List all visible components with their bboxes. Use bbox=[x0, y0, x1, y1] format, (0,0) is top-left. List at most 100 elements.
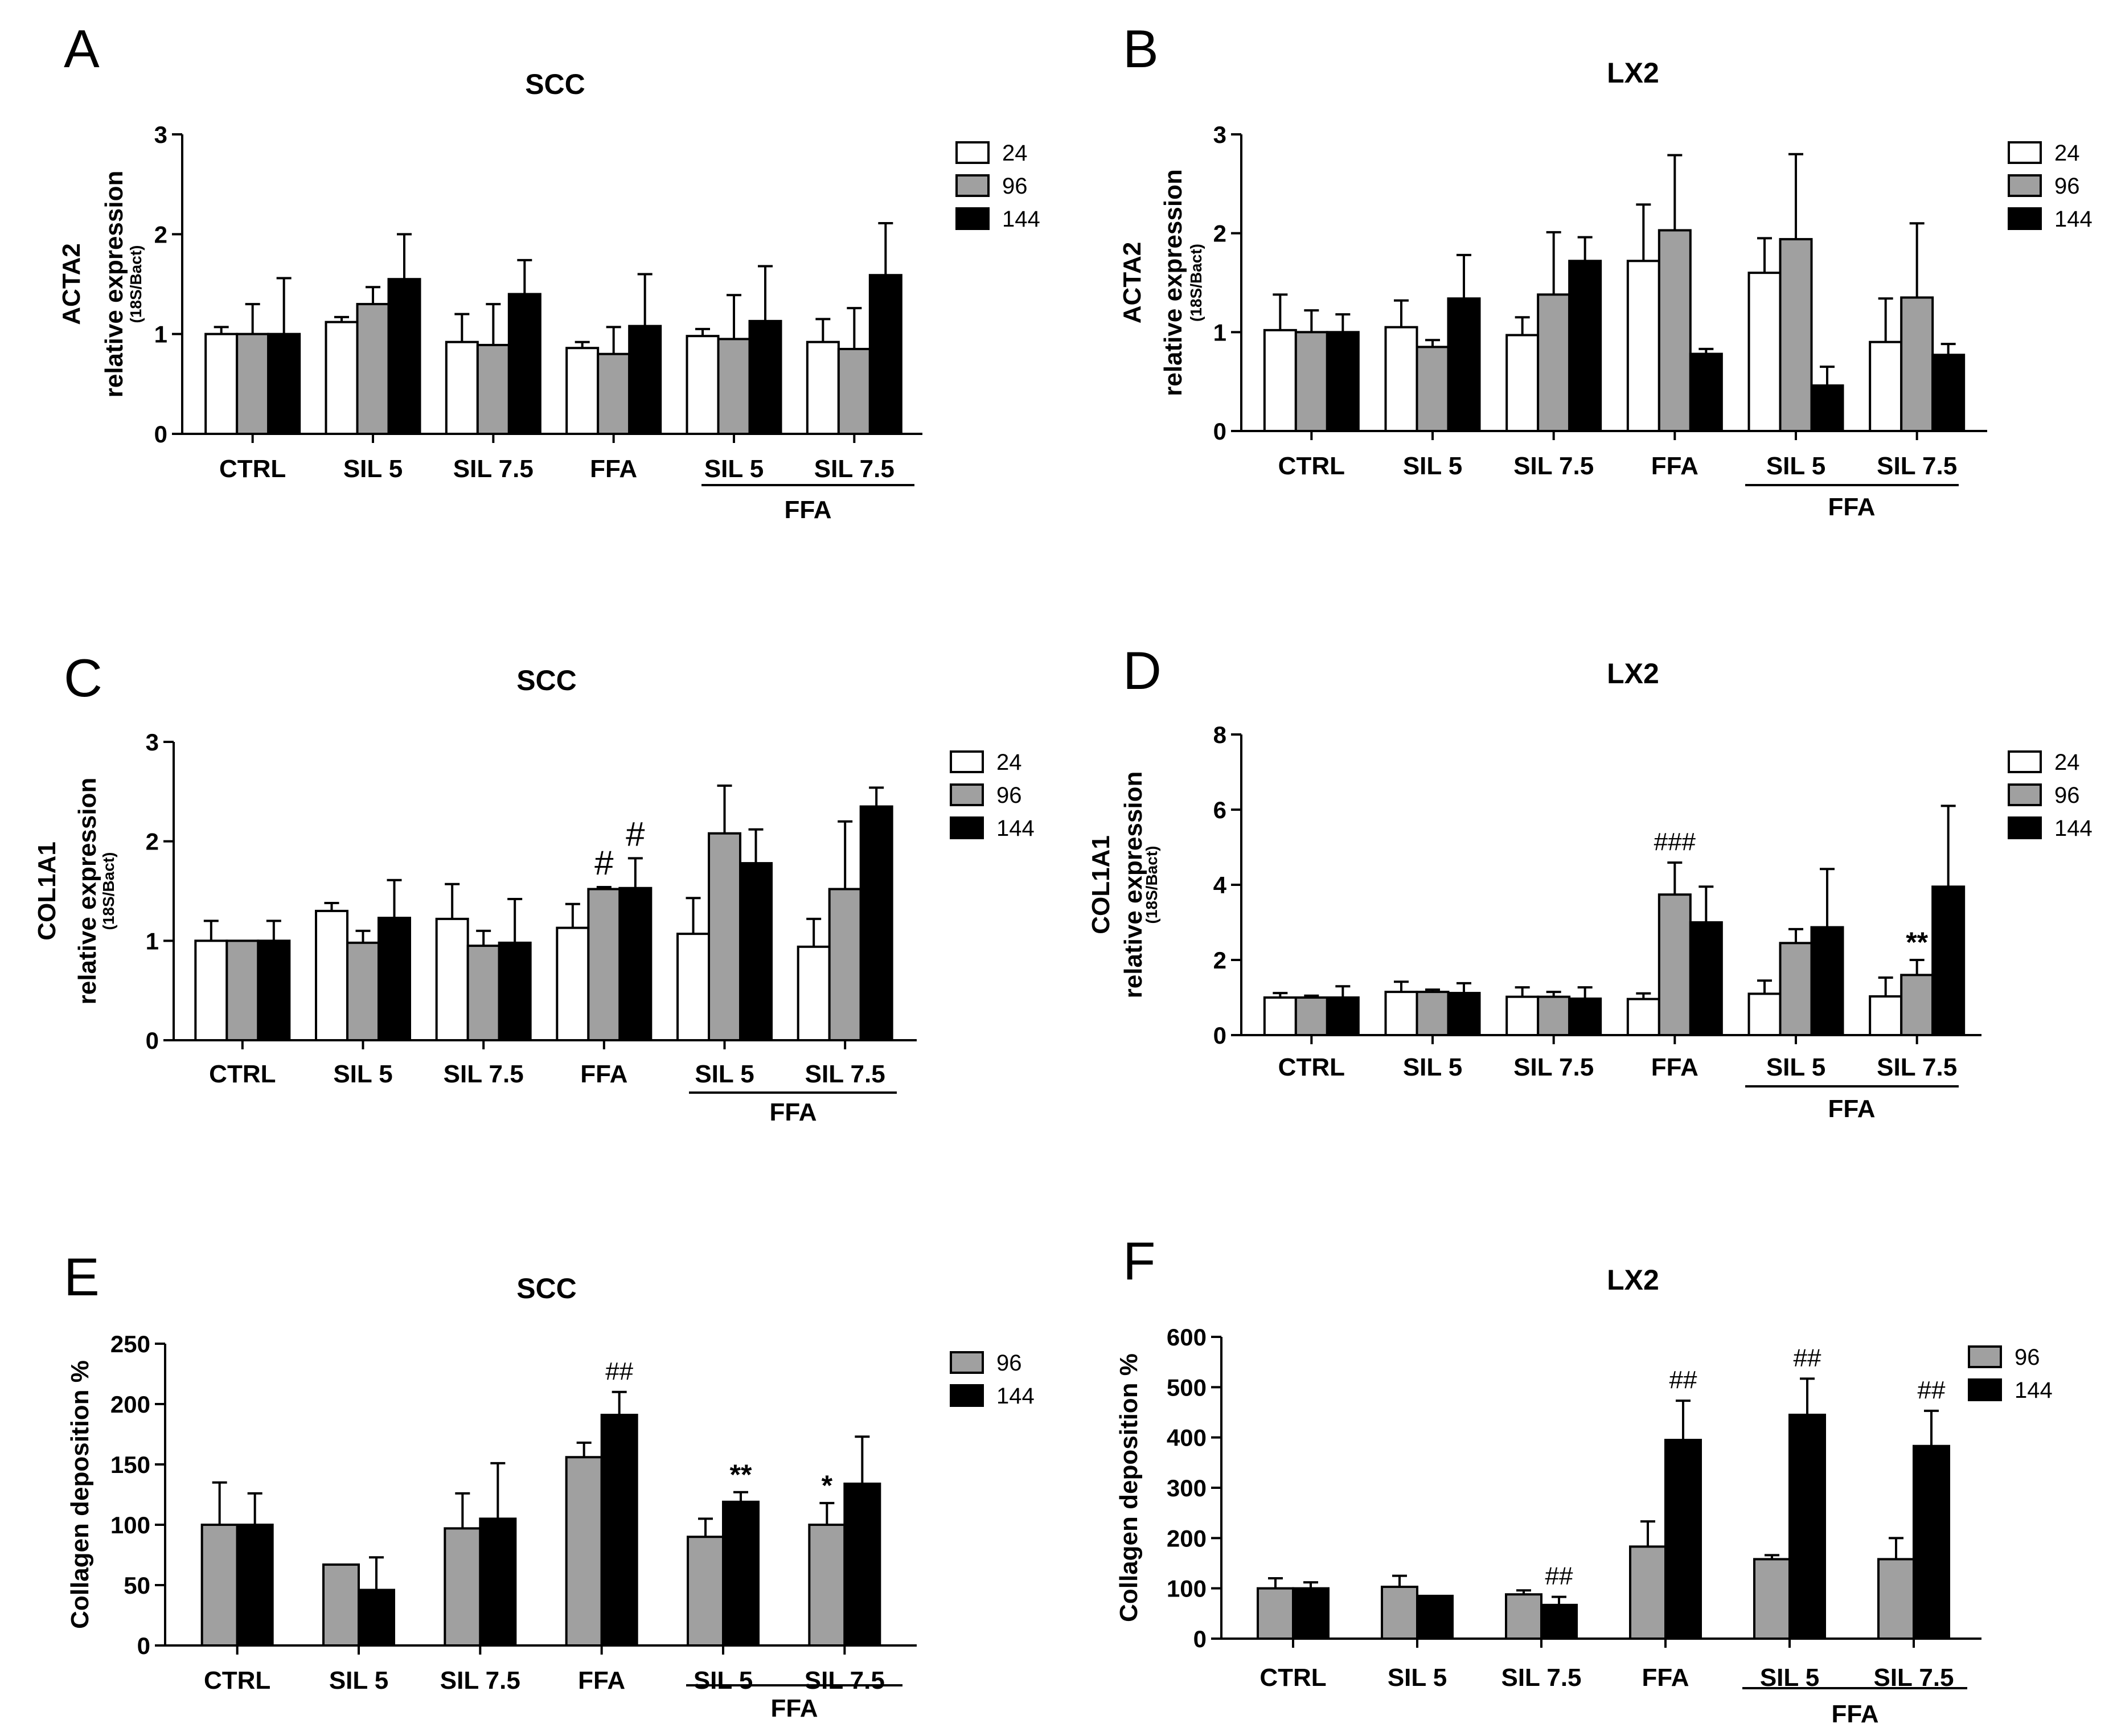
bar-24h bbox=[676, 933, 710, 1042]
ffa-group-label: FFA bbox=[769, 1098, 817, 1126]
bar-96h bbox=[466, 945, 500, 1041]
x-tick-label: SIL 5 bbox=[1403, 452, 1462, 480]
bar-144h bbox=[358, 1589, 395, 1647]
bar-24h bbox=[686, 335, 720, 435]
bar-96h bbox=[444, 1527, 482, 1647]
legend-label: 144 bbox=[996, 816, 1035, 841]
bar-96h bbox=[1294, 996, 1328, 1036]
significance-mark: ## bbox=[1545, 1562, 1573, 1590]
x-tick-label: SIL 5 bbox=[333, 1060, 392, 1088]
bar-24h bbox=[1505, 995, 1540, 1037]
bar-144h bbox=[1447, 992, 1481, 1036]
y-tick-label: 2 bbox=[1213, 947, 1226, 974]
y-tick-label: 2 bbox=[154, 221, 167, 248]
chart-panel-f: F LX2 0 100 200 300 400 500 600 Collagen depositi… bbox=[1115, 1231, 2053, 1728]
bar-144h bbox=[1568, 997, 1602, 1036]
y-tick-label: 200 bbox=[110, 1391, 150, 1418]
panel-letter: D bbox=[1123, 641, 1162, 700]
bar-24h bbox=[1869, 995, 1903, 1037]
bar-144h bbox=[1568, 260, 1602, 432]
bar-96h bbox=[828, 888, 862, 1042]
bar-144h bbox=[387, 278, 421, 435]
significance-mark: ### bbox=[1654, 828, 1696, 856]
bar-96h bbox=[1381, 1586, 1418, 1640]
bar-24h bbox=[1626, 260, 1660, 432]
bar-144h bbox=[1788, 1413, 1826, 1640]
x-tick-label: CTRL bbox=[1259, 1664, 1326, 1692]
bar-144h bbox=[257, 939, 291, 1042]
bar-144h bbox=[378, 917, 411, 1042]
x-tick-label: SIL 5 bbox=[695, 1060, 754, 1088]
legend-label: 24 bbox=[996, 750, 1022, 775]
bar-24h bbox=[1384, 991, 1418, 1036]
y-axis-label: ACTA2 bbox=[58, 243, 85, 325]
bar-144h bbox=[748, 319, 782, 436]
y-tick-label: 200 bbox=[1167, 1525, 1207, 1552]
legend-swatch bbox=[950, 1384, 984, 1407]
legend-swatch bbox=[950, 750, 984, 773]
ffa-group-label: FFA bbox=[1828, 1095, 1875, 1123]
ffa-group-label: FFA bbox=[770, 1694, 818, 1722]
panel-letter: E bbox=[64, 1247, 100, 1307]
bar-144h bbox=[479, 1517, 517, 1647]
bar-96h bbox=[1900, 974, 1934, 1037]
x-tick-label: SIL 5 bbox=[704, 455, 764, 483]
bar-96h bbox=[1537, 995, 1571, 1037]
bar-144h bbox=[1931, 354, 1966, 432]
bar-24h bbox=[1747, 992, 1782, 1037]
bar-144h bbox=[267, 333, 301, 436]
legend-label: 144 bbox=[2054, 207, 2093, 232]
y-tick-label: 1 bbox=[154, 321, 167, 348]
legend-swatch bbox=[2008, 174, 2042, 197]
y-tick-label: 500 bbox=[1167, 1374, 1207, 1401]
legend-swatch bbox=[955, 141, 990, 164]
significance-mark: * bbox=[822, 1470, 833, 1501]
bar-144h bbox=[507, 293, 541, 435]
bar-24h bbox=[1869, 340, 1903, 433]
bar-96h bbox=[808, 1524, 846, 1647]
legend-label: 96 bbox=[2054, 783, 2080, 808]
y-tick-label: 4 bbox=[1213, 872, 1227, 898]
bar-144h bbox=[722, 1500, 760, 1647]
y-tick-label: 0 bbox=[137, 1632, 150, 1659]
legend-swatch bbox=[950, 816, 984, 839]
x-tick-label: SIL 7.5 bbox=[814, 455, 895, 483]
y-axis-label: ACTA2 bbox=[1118, 242, 1146, 323]
bar-144h bbox=[868, 274, 902, 435]
legend-label: 144 bbox=[2054, 816, 2093, 841]
x-tick-label: SIL 5 bbox=[1766, 452, 1825, 480]
x-tick-label: CTRL bbox=[1278, 452, 1345, 480]
y-tick-label: 50 bbox=[124, 1572, 150, 1599]
bar-24h bbox=[325, 321, 359, 435]
chart-title: SCC bbox=[525, 68, 585, 100]
x-tick-label: FFA bbox=[1642, 1664, 1689, 1692]
chart-title: LX2 bbox=[1607, 658, 1659, 690]
legend-label: 96 bbox=[1002, 174, 1028, 199]
bar-24h bbox=[565, 347, 600, 435]
legend-label: 96 bbox=[2015, 1345, 2040, 1370]
x-tick-label: SIL 7.5 bbox=[805, 1060, 885, 1088]
bar-96h bbox=[1537, 293, 1571, 433]
bar-24h bbox=[204, 333, 239, 436]
significance-mark: ## bbox=[605, 1357, 633, 1385]
bar-96h bbox=[837, 347, 871, 436]
legend-swatch bbox=[2008, 816, 2042, 839]
legend-label: 144 bbox=[996, 1384, 1035, 1409]
x-tick-label: SIL 5 bbox=[329, 1667, 388, 1694]
bar-144h bbox=[859, 805, 893, 1041]
legend-label: 96 bbox=[996, 1351, 1022, 1376]
bar-96h bbox=[1629, 1545, 1667, 1640]
bar-24h bbox=[1626, 998, 1660, 1037]
bar-96h bbox=[1753, 1558, 1791, 1640]
bar-96h bbox=[565, 1456, 603, 1647]
y-tick-label: 2 bbox=[146, 828, 159, 855]
chart-panel-e: E SCC 0 50 100 150 200 250 Collagen deposition %… bbox=[64, 1247, 1035, 1722]
bar-96h bbox=[200, 1524, 239, 1647]
legend-label: 96 bbox=[996, 783, 1022, 808]
bar-24h bbox=[194, 939, 228, 1042]
bar-144h bbox=[739, 862, 773, 1042]
bar-144h bbox=[628, 325, 662, 436]
bar-24h bbox=[1505, 334, 1540, 432]
x-tick-label: SIL 7.5 bbox=[1513, 452, 1594, 480]
bar-24h bbox=[1263, 329, 1297, 432]
